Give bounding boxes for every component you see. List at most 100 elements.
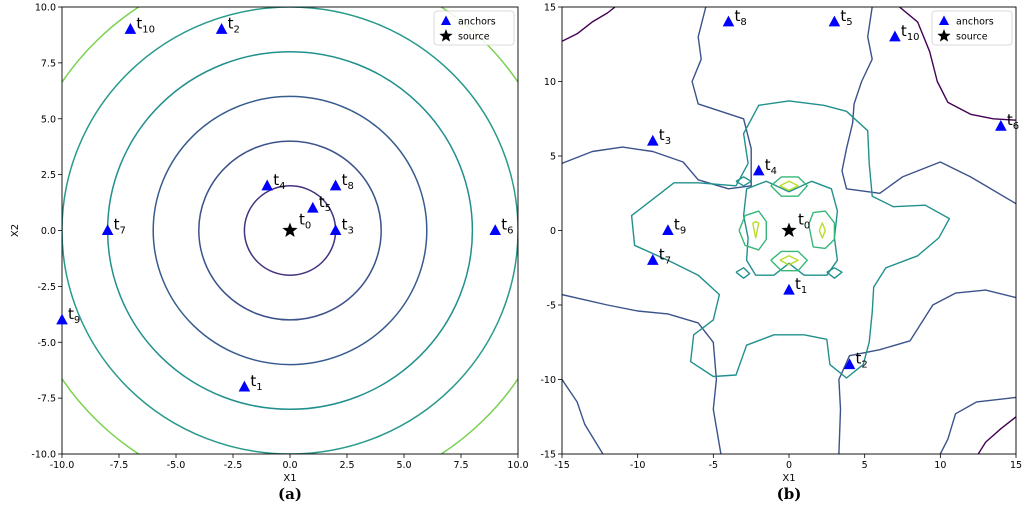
anchor-marker [843, 358, 856, 370]
anchor-marker [215, 23, 228, 34]
anchor-marker [238, 380, 251, 392]
chart-panel-a: -10.0 -7.5 -5.0 -2.5 0.0 2.5 5.0 7.5 10.0 -10.0 -7… [10, 3, 529, 504]
contour-line [735, 176, 752, 187]
anchor-marker [722, 15, 735, 27]
contour-line [939, 396, 1016, 454]
source-label: t0 [299, 211, 311, 232]
source-marker [781, 222, 797, 237]
y-tick-label: -10 [540, 375, 556, 386]
y-tick-label: 15 [544, 3, 556, 14]
anchor-marker [124, 23, 137, 34]
y-tick-label: 0 [550, 226, 556, 237]
anchor-label: t10 [136, 14, 155, 35]
x-tick-label: 7.5 [453, 460, 468, 471]
anchor-label: t5 [840, 7, 852, 28]
y-tick-label: -10.0 [31, 450, 56, 461]
anchor-marker [329, 224, 342, 236]
contour-line [818, 222, 826, 239]
contour-line [735, 267, 751, 279]
y-tick-label: 0.0 [41, 226, 56, 237]
legend-label: anchors [458, 17, 496, 28]
contour-line [841, 7, 1016, 205]
contour-line [770, 176, 808, 197]
anchor-marker [995, 119, 1007, 131]
anchor-label: t9 [68, 305, 80, 326]
contour-circle [198, 140, 382, 321]
contour-circle [152, 95, 428, 366]
x-tick-label: -5.0 [167, 460, 186, 471]
anchor-label: t7 [659, 245, 671, 266]
y-tick-label: -2.5 [37, 282, 56, 293]
x-axis-label: X1 [782, 473, 795, 484]
anchor-marker [647, 134, 659, 146]
x-tick-label: -2.5 [224, 460, 243, 471]
legend: anchors source [433, 10, 515, 46]
y-axis-label: X2 [10, 224, 21, 237]
anchor-label: t8 [734, 7, 746, 28]
y-tick-label: 5.0 [41, 114, 56, 125]
chart-panel-b: -15 -10 -5 0 5 10 15-15-10-5051015X1(b)t1t2t3t… [540, 3, 1022, 504]
contour-line [838, 289, 1016, 454]
anchor-marker [56, 313, 68, 325]
contour-line [738, 210, 767, 251]
x-tick-label: 15 [1010, 460, 1022, 471]
anchor-label: t3 [659, 126, 671, 147]
anchor-marker [489, 224, 501, 236]
y-tick-label: 10 [544, 77, 556, 88]
anchor-marker [647, 254, 659, 265]
contour-line [752, 220, 760, 239]
contour-line [779, 255, 799, 266]
anchor-marker [752, 164, 765, 176]
anchor-marker [662, 224, 674, 236]
legend-label: source [956, 32, 988, 43]
y-tick-label: -5.0 [37, 338, 56, 349]
contour-line [826, 267, 843, 279]
x-tick-label: 0 [786, 460, 792, 471]
anchor-label: t8 [342, 171, 354, 192]
x-tick-label: 5.0 [396, 460, 411, 471]
anchor-marker [828, 15, 841, 27]
contour-line [808, 210, 836, 250]
anchor-marker [307, 201, 319, 213]
anchor-label: t4 [273, 171, 285, 192]
anchor-marker [101, 224, 114, 236]
legend-anchor-marker [938, 15, 950, 25]
anchor-marker [329, 179, 342, 191]
y-tick-label: 7.5 [41, 58, 56, 69]
contour-line [977, 416, 1016, 454]
x-tick-label: -15 [554, 460, 570, 471]
x-tick-label: 2.5 [339, 460, 354, 471]
contour-circle [62, 7, 518, 454]
contour-line [562, 7, 752, 190]
anchor-label: t1 [795, 275, 807, 296]
x-tick-label: -7.5 [110, 460, 129, 471]
contour-lines [62, 7, 518, 454]
contour-lines [562, 7, 1016, 454]
anchor-label: t6 [1007, 111, 1019, 132]
contour-line [899, 7, 1016, 121]
anchor-label: t1 [250, 372, 262, 393]
source-marker [282, 222, 298, 237]
contour-line [630, 100, 951, 379]
legend-label: anchors [956, 17, 994, 28]
x-axis-label: X1 [283, 473, 296, 484]
x-tick-label: -5 [709, 460, 718, 471]
contour-line [562, 293, 722, 454]
anchor-label: t7 [114, 216, 126, 237]
contour-line [770, 250, 808, 272]
anchor-label: t4 [765, 156, 777, 177]
contour-line [562, 379, 604, 454]
anchor-label: t2 [228, 14, 240, 35]
x-tick-label: 5 [862, 460, 868, 471]
legend-source-marker [937, 29, 951, 42]
x-tick-label: 0.0 [282, 460, 297, 471]
legend-label: source [458, 32, 490, 43]
anchor-marker [889, 30, 901, 42]
y-tick-label: 10.0 [35, 3, 56, 14]
legend-box [931, 10, 1013, 46]
y-tick-label: 5 [550, 152, 556, 163]
source-label: t0 [798, 211, 810, 232]
